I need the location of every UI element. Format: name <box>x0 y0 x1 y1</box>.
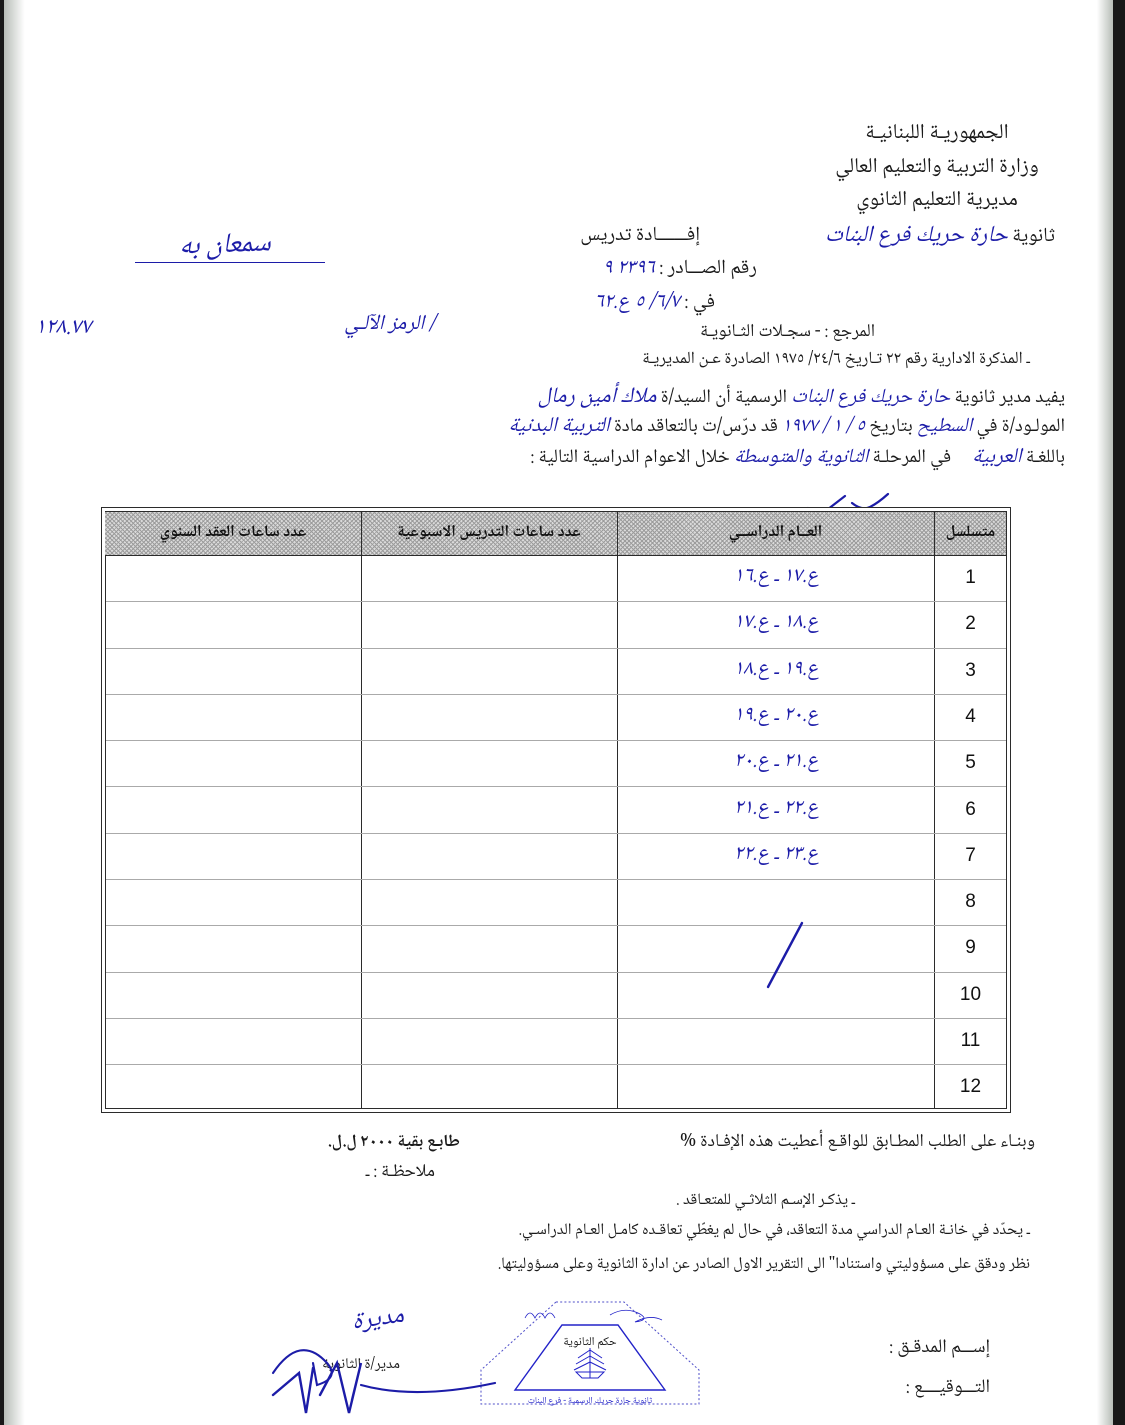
svg-text:ثانوية حارة حريك الرسمية - فرع: ثانوية حارة حريك الرسمية - فرع البنات <box>528 1393 653 1409</box>
svg-text:حكم الثانوية: حكم الثانوية <box>563 1332 617 1353</box>
